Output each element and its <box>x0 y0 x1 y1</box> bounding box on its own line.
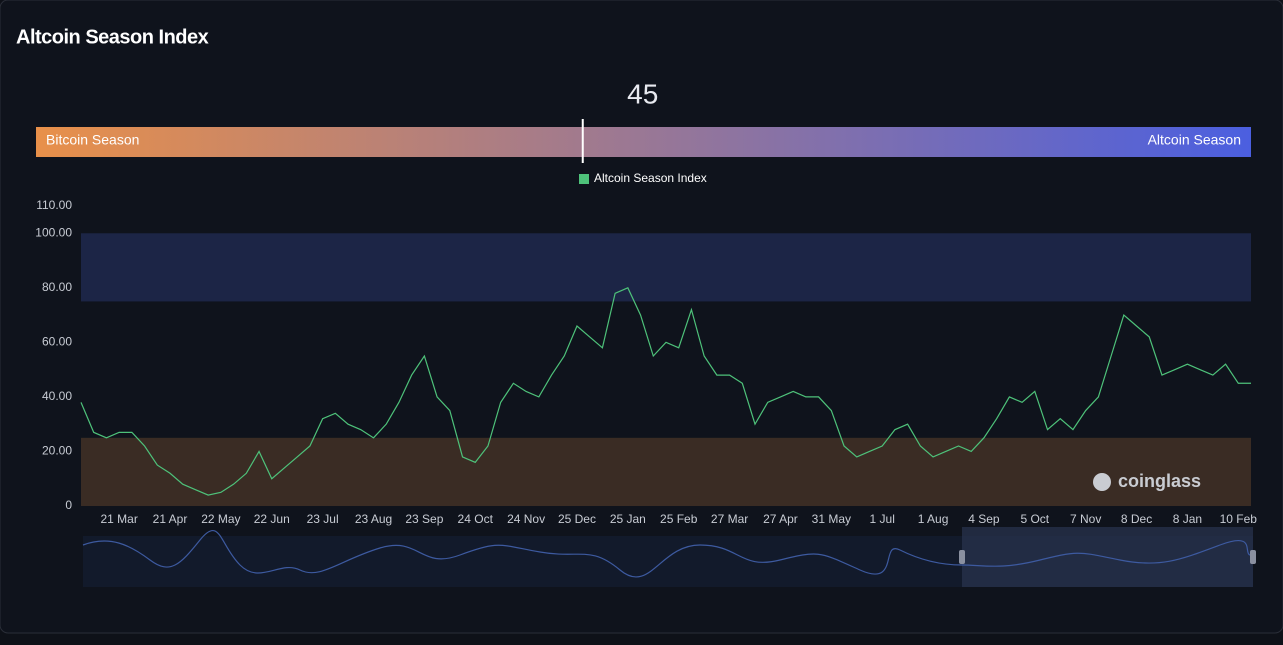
x-tick-label: 21 Apr <box>153 512 188 526</box>
x-tick-label: 27 Apr <box>763 512 798 526</box>
y-tick-label: 100.00 <box>35 225 72 239</box>
x-tick-label: 23 Sep <box>405 512 443 526</box>
x-tick-label: 31 May <box>812 512 851 526</box>
y-tick-label: 40.00 <box>42 389 72 403</box>
x-tick-label: 8 Dec <box>1121 512 1152 526</box>
chart-title: Altcoin Season Index <box>16 26 209 48</box>
x-tick-label: 1 Aug <box>918 512 949 526</box>
x-tick-label: 25 Dec <box>558 512 596 526</box>
x-tick-label: 22 May <box>201 512 240 526</box>
watermark-logo <box>1093 473 1111 491</box>
gauge-max-label: Altcoin Season <box>1148 132 1241 148</box>
minimap <box>82 527 1256 587</box>
x-tick-label: 8 Jan <box>1173 512 1202 526</box>
x-tick-label: 10 Feb <box>1220 512 1258 526</box>
x-tick-label: 23 Jul <box>307 512 339 526</box>
x-tick-label: 7 Nov <box>1070 512 1101 526</box>
mark-area <box>81 437 1251 506</box>
watermark: coinglass <box>1118 471 1201 491</box>
y-tick-label: 20.00 <box>42 444 72 458</box>
x-tick-label: 1 Jul <box>870 512 895 526</box>
x-tick-label: 23 Aug <box>355 512 392 526</box>
x-tick-label: 21 Mar <box>100 512 137 526</box>
y-tick-label: 80.00 <box>42 280 72 294</box>
y-tick-label: 110.00 <box>36 198 72 212</box>
x-tick-label: 24 Nov <box>507 512 545 526</box>
x-tick-label: 22 Jun <box>254 512 290 526</box>
legend-swatch <box>579 174 589 184</box>
gauge-min-label: Bitcoin Season <box>46 132 139 148</box>
y-tick-label: 0 <box>65 498 72 512</box>
mark-area <box>81 233 1251 302</box>
x-tick-label: 25 Feb <box>660 512 698 526</box>
gauge-bar <box>36 127 1251 157</box>
x-tick-label: 4 Sep <box>968 512 1000 526</box>
gauge-value: 45 <box>627 78 658 109</box>
line <box>80 287 1251 496</box>
legend-label: Altcoin Season Index <box>594 171 707 185</box>
y-tick-label: 60.00 <box>42 335 72 349</box>
x-tick-label: 25 Jan <box>610 512 646 526</box>
x-tick-label: 24 Oct <box>458 512 494 526</box>
x-tick-label: 5 Oct <box>1020 512 1049 526</box>
x-tick-label: 27 Mar <box>711 512 748 526</box>
